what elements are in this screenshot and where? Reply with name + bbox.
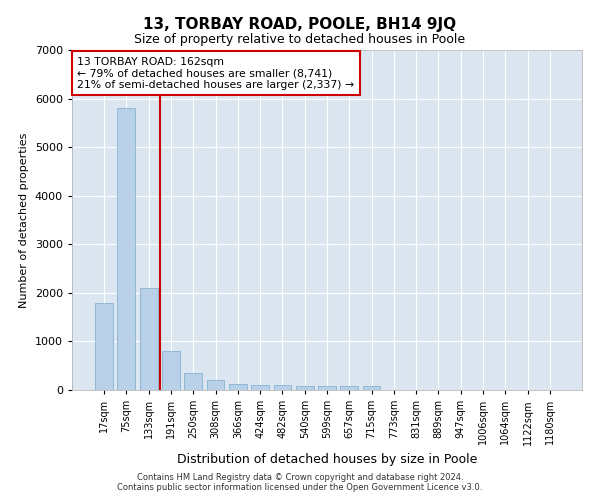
- Text: 13, TORBAY ROAD, POOLE, BH14 9JQ: 13, TORBAY ROAD, POOLE, BH14 9JQ: [143, 18, 457, 32]
- Bar: [162, 351, 180, 390]
- Bar: [118, 108, 136, 390]
- Y-axis label: Number of detached properties: Number of detached properties: [19, 132, 29, 308]
- Bar: [318, 386, 336, 390]
- Bar: [206, 380, 224, 390]
- Bar: [229, 384, 247, 390]
- Bar: [340, 386, 358, 390]
- Text: Contains HM Land Registry data © Crown copyright and database right 2024.
Contai: Contains HM Land Registry data © Crown c…: [118, 473, 482, 492]
- Bar: [362, 386, 380, 390]
- Bar: [251, 384, 269, 390]
- X-axis label: Distribution of detached houses by size in Poole: Distribution of detached houses by size …: [177, 453, 477, 466]
- Bar: [274, 384, 292, 390]
- Bar: [140, 288, 158, 390]
- Text: 13 TORBAY ROAD: 162sqm
← 79% of detached houses are smaller (8,741)
21% of semi-: 13 TORBAY ROAD: 162sqm ← 79% of detached…: [77, 57, 354, 90]
- Bar: [95, 302, 113, 390]
- Bar: [296, 386, 314, 390]
- Bar: [184, 373, 202, 390]
- Text: Size of property relative to detached houses in Poole: Size of property relative to detached ho…: [134, 32, 466, 46]
